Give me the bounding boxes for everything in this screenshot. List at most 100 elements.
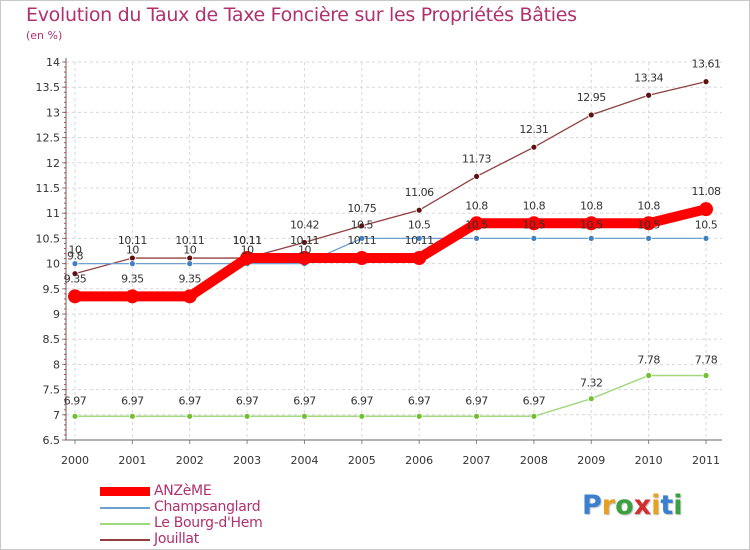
axes: 6.5 7 7.5 8 8.5 9 9.5 10 10.5 11 11.5 12 12.5 13 13.5 1… [36,56,722,467]
legend-swatch-jouillat [100,539,150,541]
data-point-champsanglard [702,234,710,242]
x-tick-label: 2006 [405,454,433,467]
data-label-jouillat: 13.34 [634,71,663,84]
series-lines [68,78,713,420]
y-tick-label: 11 [46,207,60,220]
legend-swatch-le-bourg-d-hem [100,523,150,525]
data-label-jouillat: 10.11 [118,234,147,247]
data-label-champsanglard: 10 [241,244,254,257]
y-tick-label: 9 [53,308,60,321]
data-point-le-bourg-d-hem [186,412,194,420]
logo-letter: r [601,490,616,521]
series-line-anz-me [70,204,711,302]
data-label-champsanglard: 10 [298,244,311,257]
data-label-le-bourg-d-hem: 6.97 [293,394,316,407]
y-tick-label: 7 [53,409,60,422]
logo-letter: o [615,490,634,521]
y-tick-label: 8 [53,358,60,371]
legend-swatch-champsanglard [100,507,150,509]
x-tick-label: 2008 [520,454,548,467]
data-label-le-bourg-d-hem: 6.97 [465,394,488,407]
data-point-anz-me [469,216,484,231]
data-label-le-bourg-d-hem: 6.97 [408,394,431,407]
data-label-anz-me: 10.11 [233,234,262,247]
data-point-le-bourg-d-hem [415,412,423,420]
y-tick-label: 6.5 [43,434,61,447]
data-label-champsanglard: 10.5 [465,218,488,231]
data-point-le-bourg-d-hem [71,412,79,420]
x-tick-label: 2002 [176,454,204,467]
proxiti-logo: Proxiti [582,490,683,521]
x-tick-label: 2010 [635,454,663,467]
logo-letter: i [651,490,661,521]
logo-letter: t [660,490,674,521]
data-point-champsanglard [530,234,538,242]
data-label-le-bourg-d-hem: 6.97 [523,394,546,407]
chart-title: Evolution du Taux de Taxe Foncière sur l… [26,4,577,26]
y-tick-label: 12.5 [36,132,61,145]
y-tick-label: 9.5 [43,283,61,296]
data-label-jouillat: 11.06 [405,186,434,199]
data-label-champsanglard: 10 [69,244,82,257]
data-label-anz-me: 10.8 [465,199,488,212]
y-tick-label: 13 [46,106,60,119]
y-tick-label: 14 [46,56,60,69]
data-point-le-bourg-d-hem [128,412,136,420]
data-point-jouillat [301,239,308,246]
y-unit-label: (en %) [26,29,63,42]
series-line-le-bourg-d-hem [74,374,707,418]
x-tick-label: 2005 [348,454,376,467]
data-point-champsanglard [358,234,366,242]
legend-label-le-bourg-d-hem: Le Bourg-d'Hem [154,515,263,531]
x-tick-label: 2007 [463,454,491,467]
data-label-le-bourg-d-hem: 6.97 [351,394,374,407]
logo-letter: P [582,490,602,521]
series-line-jouillat [74,81,707,275]
data-label-anz-me: 9.35 [178,272,201,285]
data-label-le-bourg-d-hem: 7.78 [637,353,660,366]
y-tick-label: 10 [46,258,60,271]
legend-swatch-anzeme [100,487,150,496]
data-label-jouillat: 12.95 [577,91,606,104]
data-point-anz-me [354,251,369,266]
data-point-jouillat [473,173,480,180]
data-label-jouillat: 10.11 [233,234,262,247]
x-tick-label: 2011 [692,454,720,467]
y-tick-label: 11.5 [36,182,61,195]
legend-label-jouillat: Jouillat [154,531,199,547]
data-label-champsanglard: 10.5 [351,218,374,231]
data-label-le-bourg-d-hem: 6.97 [236,394,259,407]
data-point-le-bourg-d-hem [702,372,710,379]
data-point-anz-me [412,251,427,266]
data-label-champsanglard: 10.5 [580,218,603,231]
data-label-anz-me: 9.35 [64,272,87,285]
logo-letter: x [633,490,652,521]
data-point-champsanglard [71,260,79,268]
data-point-champsanglard [186,260,194,268]
data-label-jouillat: 11.73 [462,152,491,165]
data-point-anz-me [297,251,312,266]
data-label-champsanglard: 10.5 [523,218,546,231]
data-label-jouillat: 13.61 [692,58,721,71]
data-point-le-bourg-d-hem [587,395,595,403]
data-point-le-bourg-d-hem [530,412,538,420]
data-label-anz-me: 10.8 [637,199,660,212]
grid [66,61,722,441]
data-point-champsanglard [473,234,480,242]
data-label-anz-me: 10.11 [405,234,434,247]
data-point-champsanglard [587,234,595,242]
data-point-anz-me [68,289,82,304]
data-point-jouillat [415,206,423,214]
data-label-anz-me: 9.35 [121,272,144,285]
logo-letter: i [673,490,683,521]
data-label-champsanglard: 10.5 [695,218,718,231]
y-tick-label: 8.5 [43,333,61,346]
data-point-champsanglard [645,234,653,242]
data-point-jouillat [71,270,79,278]
data-label-le-bourg-d-hem: 6.97 [121,394,144,407]
data-label-le-bourg-d-hem: 7.32 [580,377,603,390]
series-line-champsanglard [74,237,707,265]
data-point-le-bourg-d-hem [358,412,366,420]
